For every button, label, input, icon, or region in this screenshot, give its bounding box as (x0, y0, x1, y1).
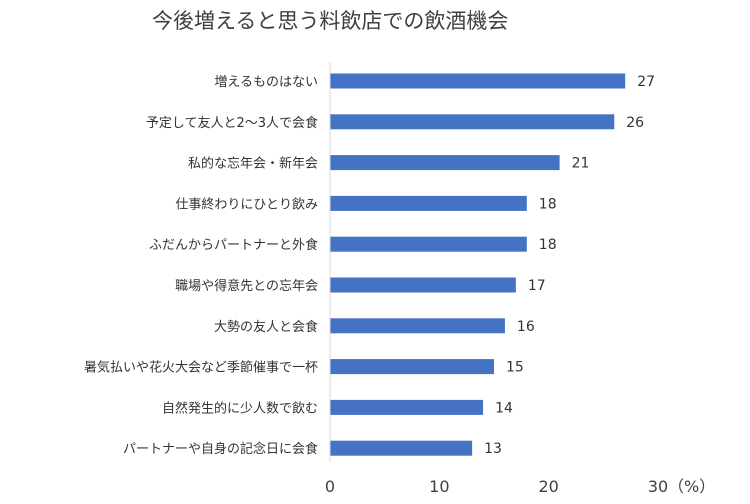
bar (330, 318, 505, 334)
x-tick-label: 30 (648, 477, 668, 496)
bar (330, 114, 615, 130)
category-label: ふだんからパートナーと外食 (149, 237, 318, 253)
x-tick-label: 10 (429, 477, 449, 496)
value-label: 13 (484, 441, 502, 457)
bar (330, 73, 626, 89)
chart-title: 今後増えると思う料飲店での飲酒機会 (152, 9, 508, 33)
bar (330, 195, 527, 211)
x-tick-label: 0 (325, 477, 335, 496)
bar (330, 236, 527, 252)
category-label: 私的な忘年会・新年会 (188, 156, 318, 172)
category-label: 暑気払いや花火大会など季節催事で一杯 (84, 360, 318, 376)
value-label: 18 (539, 196, 557, 212)
category-label: 増えるものはない (214, 75, 318, 90)
category-label: パートナーや自身の記念日に会食 (123, 441, 318, 457)
x-axis-unit-label: （%） (668, 477, 715, 496)
value-label: 16 (517, 319, 535, 335)
bar (330, 277, 516, 293)
value-labels-group: 27 26 21 18 18 17 16 15 14 13 (484, 74, 655, 457)
category-label: 予定して友人と2～3人で会食 (146, 115, 318, 131)
value-label: 21 (572, 156, 590, 172)
bar (330, 359, 494, 375)
value-label: 14 (495, 400, 513, 416)
bar (330, 440, 473, 456)
category-label: 大勢の友人と会食 (214, 319, 318, 335)
x-tick-labels-group: 0 10 20 30 (325, 477, 668, 496)
value-label: 17 (528, 278, 546, 294)
category-labels-group: 増えるものはない予定して友人と2～3人で会食私的な忘年会・新年会仕事終わりにひと… (84, 75, 318, 457)
bar (330, 155, 560, 171)
bar (330, 399, 484, 415)
category-label: 仕事終わりにひとり飲み (175, 196, 318, 212)
x-tick-label: 20 (538, 477, 558, 496)
value-label: 15 (506, 360, 524, 376)
category-label: 職場や得意先との忘年会 (175, 278, 318, 294)
value-label: 18 (539, 237, 557, 253)
category-label: 自然発生的に少人数で飲む (162, 400, 318, 416)
value-label: 27 (637, 74, 655, 90)
bars-group (330, 73, 626, 456)
value-label: 26 (626, 115, 644, 131)
